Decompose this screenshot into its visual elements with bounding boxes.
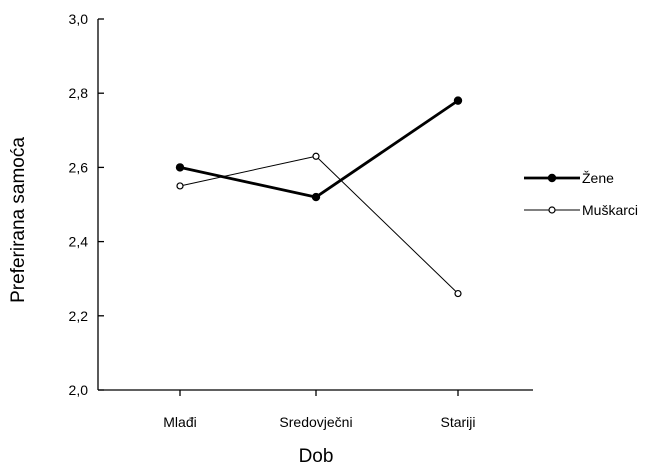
y-tick-label: 2,6 <box>69 159 89 175</box>
x-tick-label: Stariji <box>440 414 475 430</box>
data-point-zene <box>175 163 185 172</box>
y-tick-label: 2,0 <box>69 382 89 398</box>
x-axis-title: Dob <box>299 446 334 467</box>
legend-marker-zene <box>547 173 557 183</box>
y-tick-label: 2,8 <box>69 85 89 101</box>
data-point-zene <box>453 96 463 105</box>
legend-label-muskarci: Muškarci <box>582 202 638 218</box>
legend-label-zene: Žene <box>582 170 614 186</box>
x-tick-label: Mlađi <box>163 414 196 430</box>
legend: Žene Muškarci <box>524 170 638 218</box>
axes <box>97 19 533 391</box>
y-tick-label: 3,0 <box>69 11 89 27</box>
series-line-muskarci <box>179 155 459 294</box>
series-line-zene <box>179 99 459 199</box>
y-tick-label: 2,4 <box>69 234 89 250</box>
y-axis-title: Preferirana samoća <box>8 137 29 303</box>
legend-marker-muskarci <box>548 206 556 214</box>
series-group <box>175 96 463 298</box>
y-ticks: 2,0 2,2 2,4 2,6 2,8 3,0 <box>69 11 104 398</box>
x-ticks: Mlađi Sredovječni Stariji <box>163 390 476 430</box>
data-point-muskarci <box>454 289 462 298</box>
y-tick-label: 2,2 <box>69 308 89 324</box>
data-point-muskarci <box>176 182 184 190</box>
data-point-zene <box>311 192 321 202</box>
data-point-muskarci <box>312 152 320 160</box>
x-tick-label: Sredovječni <box>279 414 352 430</box>
